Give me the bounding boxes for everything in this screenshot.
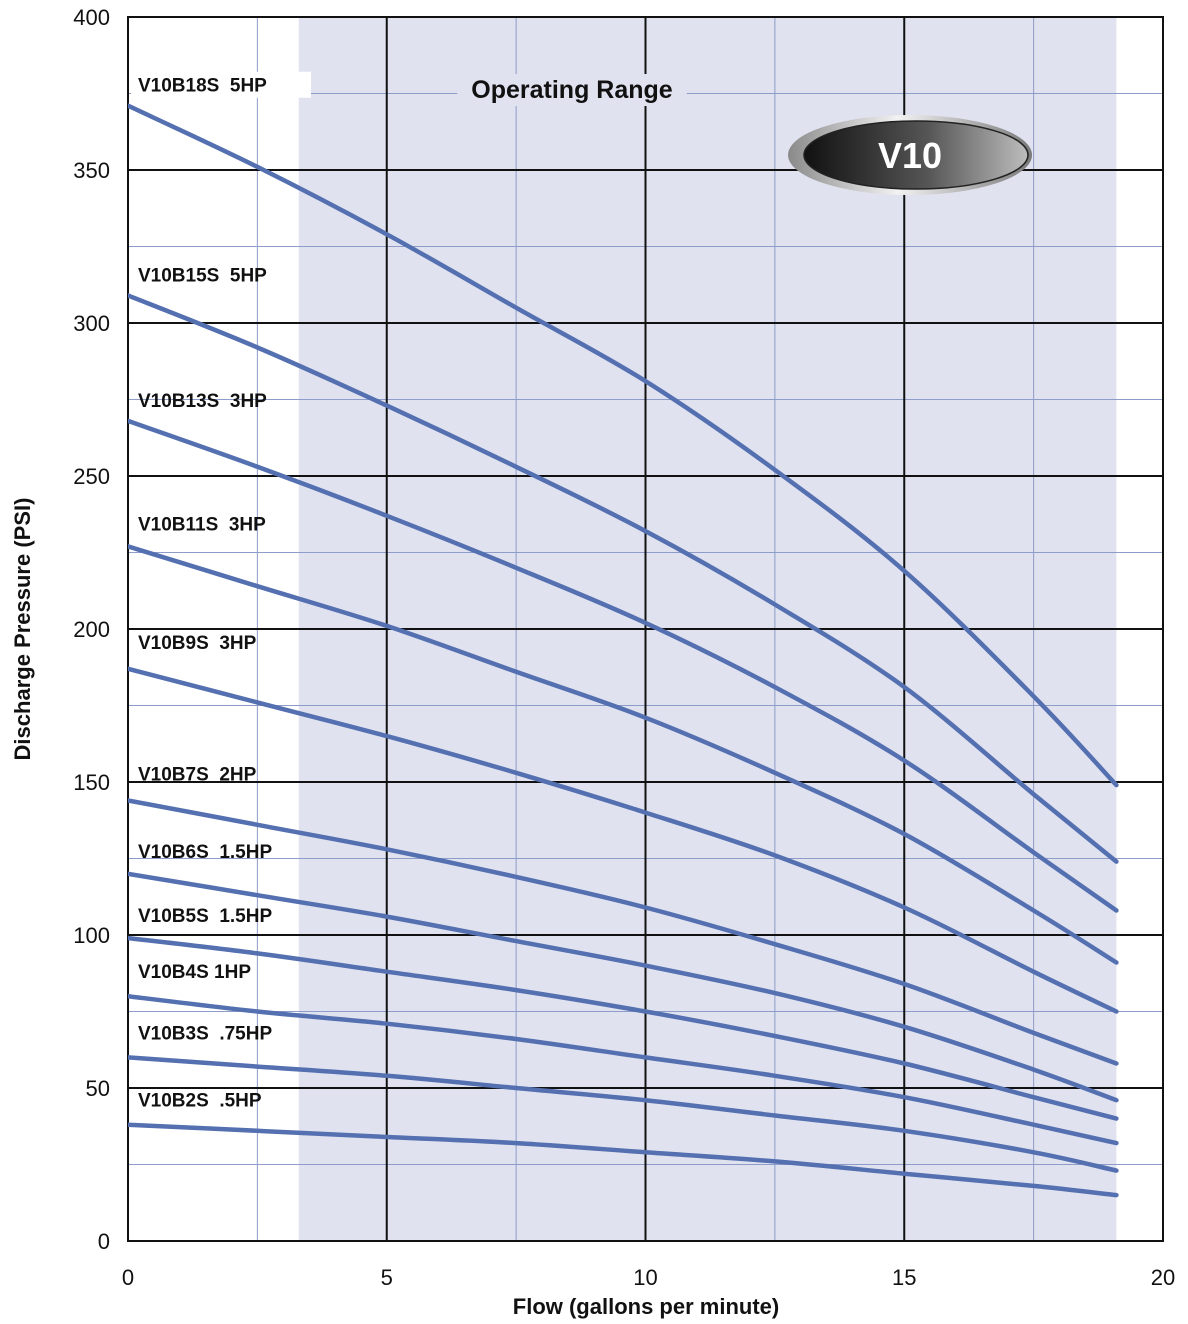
y-tick-label: 50 bbox=[86, 1076, 110, 1101]
pump-curve bbox=[128, 544, 1119, 965]
x-axis-title: Flow (gallons per minute) bbox=[513, 1294, 779, 1319]
pump-curve bbox=[128, 418, 1119, 913]
x-tick-label: 0 bbox=[122, 1265, 134, 1290]
curve-label: V10B2S .5HP bbox=[138, 1091, 262, 1112]
badge-label: V10 bbox=[878, 135, 942, 176]
curve-label: V10B11S 3HP bbox=[138, 514, 266, 535]
pump-curve bbox=[128, 798, 1119, 1066]
y-axis-title: Discharge Pressure (PSI) bbox=[10, 498, 35, 761]
pump-curve bbox=[128, 666, 1119, 1014]
y-tick-label: 100 bbox=[73, 923, 110, 948]
curve-label-background bbox=[131, 71, 311, 98]
curve-label: V10B4S 1HP bbox=[138, 962, 251, 983]
x-tick-label: 20 bbox=[1151, 1265, 1175, 1290]
pump-curve bbox=[128, 293, 1119, 864]
operating-range-label: Operating Range bbox=[471, 76, 673, 104]
curve-label: V10B7S 2HP bbox=[138, 764, 257, 785]
pump-curve bbox=[128, 1122, 1119, 1198]
y-tick-label: 350 bbox=[73, 158, 110, 183]
curve-label: V10B15S 5HP bbox=[138, 265, 267, 286]
curve-label: V10B5S 1.5HP bbox=[138, 906, 272, 927]
y-tick-label: 0 bbox=[98, 1229, 110, 1254]
plot-frame bbox=[127, 16, 1164, 1242]
pump-curve bbox=[128, 103, 1119, 788]
curve-label: V10B9S 3HP bbox=[138, 633, 257, 654]
badge-inner-oval bbox=[803, 120, 1029, 190]
x-tick-labels: 0 5 10 15 20 bbox=[122, 1265, 1175, 1290]
curve-label: V10B13S 3HP bbox=[138, 391, 267, 412]
curve-labels: V10B18S 5HP V10B15S 5HP V10B13S 3HP V10B11S… bbox=[131, 71, 311, 1112]
curve-label: V10B6S 1.5HP bbox=[138, 842, 272, 863]
x-tick-label: 5 bbox=[381, 1265, 393, 1290]
y-tick-label: 400 bbox=[73, 5, 110, 30]
x-tick-label: 15 bbox=[892, 1265, 916, 1290]
y-tick-label: 150 bbox=[73, 770, 110, 795]
curve-label: V10B3S .75HP bbox=[138, 1023, 272, 1044]
y-tick-label: 250 bbox=[73, 464, 110, 489]
operating-range-annotation: Operating Range bbox=[457, 74, 687, 106]
pump-curves bbox=[128, 103, 1119, 1198]
operating-range-label-background bbox=[457, 74, 687, 106]
major-gridlines bbox=[128, 17, 1163, 1241]
pump-curve bbox=[128, 935, 1119, 1121]
x-tick-label: 10 bbox=[633, 1265, 657, 1290]
pump-curve bbox=[128, 871, 1119, 1103]
curve-label: V10B18S 5HP bbox=[138, 76, 267, 97]
y-tick-label: 300 bbox=[73, 311, 110, 336]
pump-curve bbox=[128, 993, 1119, 1146]
pump-curve bbox=[128, 1055, 1119, 1173]
y-tick-label: 200 bbox=[73, 617, 110, 642]
v10-badge: V10 bbox=[788, 115, 1032, 195]
y-tick-labels: 0 50 100 150 200 250 300 350 400 bbox=[73, 5, 110, 1254]
